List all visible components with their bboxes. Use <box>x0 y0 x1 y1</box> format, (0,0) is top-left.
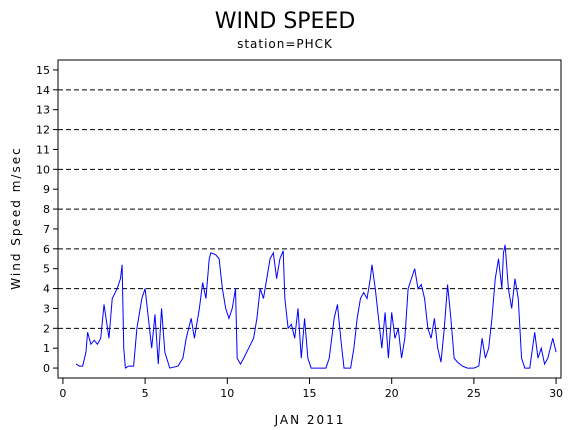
x-tick-label: 5 <box>142 387 149 400</box>
y-tick-label: 8 <box>43 203 50 216</box>
y-tick-label: 9 <box>43 183 50 196</box>
y-tick-label: 12 <box>36 124 50 137</box>
y-tick-label: 6 <box>43 243 50 256</box>
y-tick-label: 15 <box>36 64 50 77</box>
y-tick-label: 3 <box>43 302 50 315</box>
chart-title: WIND SPEED <box>215 9 356 34</box>
x-axis-label: JAN 2011 <box>274 413 346 427</box>
plot-frame <box>57 59 562 379</box>
y-tick-label: 13 <box>36 104 50 117</box>
y-tick-label: 11 <box>36 143 50 156</box>
y-tick-label: 10 <box>36 163 50 176</box>
y-tick-label: 4 <box>43 283 50 296</box>
y-tick-label: 2 <box>43 322 50 335</box>
x-tick-label: 30 <box>549 387 563 400</box>
chart-subtitle: station=PHCK <box>237 37 333 51</box>
y-tick-label: 14 <box>36 84 50 97</box>
data-line <box>75 244 557 369</box>
y-tick-label: 0 <box>43 362 50 375</box>
y-tick-label: 5 <box>43 263 50 276</box>
x-tick-label: 0 <box>59 387 66 400</box>
y-tick-label: 7 <box>43 223 50 236</box>
x-tick-label: 20 <box>385 387 399 400</box>
x-tick-label: 25 <box>467 387 481 400</box>
y-axis-label: Wind Speed m/sec <box>9 146 23 289</box>
x-tick-label: 15 <box>303 387 317 400</box>
y-tick-label: 1 <box>43 342 50 355</box>
x-tick-label: 10 <box>220 387 234 400</box>
